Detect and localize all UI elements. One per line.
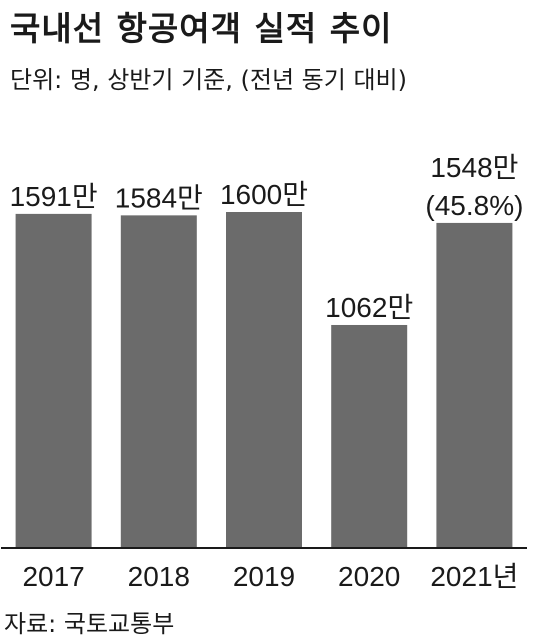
bars-layer xyxy=(15,212,513,549)
bar-1 xyxy=(120,215,197,549)
bar-3 xyxy=(331,324,408,548)
x-tick-label-1: 2018 xyxy=(128,561,190,592)
x-tick-label-0: 2017 xyxy=(22,561,84,592)
chart-subtitle: 단위: 명, 상반기 기준, (전년 동기 대비) xyxy=(10,66,407,94)
bar-4 xyxy=(436,222,513,549)
x-tick-labels-layer: 2017 2018 2019 2020 2021년 xyxy=(22,561,518,592)
value-label-3-0: 1062만 xyxy=(325,292,413,323)
value-label-1-0: 1584만 xyxy=(115,182,203,213)
value-label-2-0: 1600만 xyxy=(220,179,308,210)
bar-0 xyxy=(15,213,92,548)
source-note: 자료: 국토교통부 xyxy=(4,610,175,638)
bar-2 xyxy=(226,212,302,548)
value-label-4-0: 1548만 xyxy=(430,152,518,183)
value-labels-layer: 1591만 1584만 1600만 1062만 1548만 (45.8%) xyxy=(10,152,524,323)
value-label-0-0: 1591만 xyxy=(10,181,98,212)
x-tick-label-2: 2019 xyxy=(233,561,295,592)
x-tick-label-3: 2020 xyxy=(338,561,400,592)
chart-title: 국내선 항공여객 실적 추이 xyxy=(10,9,393,48)
x-tick-label-4: 2021년 xyxy=(430,561,518,592)
value-label-4-1: (45.8%) xyxy=(425,190,523,221)
